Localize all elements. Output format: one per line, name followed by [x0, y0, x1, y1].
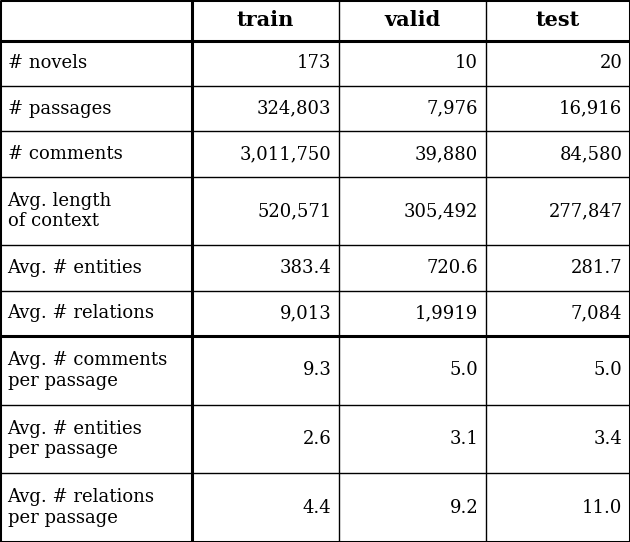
Text: 720.6: 720.6 — [427, 259, 478, 277]
Text: 3.4: 3.4 — [593, 430, 622, 448]
Text: 3.1: 3.1 — [449, 430, 478, 448]
Text: 324,803: 324,803 — [257, 100, 331, 118]
Text: train: train — [237, 10, 294, 30]
Text: 5.0: 5.0 — [449, 362, 478, 379]
Text: 3,011,750: 3,011,750 — [239, 145, 331, 163]
Text: 10: 10 — [455, 54, 478, 72]
Text: 383.4: 383.4 — [280, 259, 331, 277]
Text: 2.6: 2.6 — [302, 430, 331, 448]
Text: 1,9919: 1,9919 — [415, 305, 478, 322]
Text: Avg. # relations: Avg. # relations — [8, 305, 154, 322]
Text: 281.7: 281.7 — [571, 259, 622, 277]
Text: 16,916: 16,916 — [559, 100, 622, 118]
Text: # comments: # comments — [8, 145, 122, 163]
Text: 9,013: 9,013 — [280, 305, 331, 322]
Text: 4.4: 4.4 — [303, 499, 331, 517]
Text: 11.0: 11.0 — [582, 499, 622, 517]
Text: 277,847: 277,847 — [548, 202, 622, 220]
Text: # novels: # novels — [8, 54, 87, 72]
Text: valid: valid — [384, 10, 440, 30]
Text: Avg. # comments
per passage: Avg. # comments per passage — [8, 351, 168, 390]
Text: 84,580: 84,580 — [559, 145, 622, 163]
Text: Avg. # entities
per passage: Avg. # entities per passage — [8, 420, 142, 459]
Text: 520,571: 520,571 — [257, 202, 331, 220]
Text: 305,492: 305,492 — [404, 202, 478, 220]
Text: Avg. length
of context: Avg. length of context — [8, 192, 112, 230]
Text: 7,084: 7,084 — [571, 305, 622, 322]
Text: # passages: # passages — [8, 100, 111, 118]
Text: 7,976: 7,976 — [427, 100, 478, 118]
Text: 9.3: 9.3 — [302, 362, 331, 379]
Text: test: test — [536, 10, 580, 30]
Text: Avg. # entities: Avg. # entities — [8, 259, 142, 277]
Text: 173: 173 — [297, 54, 331, 72]
Text: Avg. # relations
per passage: Avg. # relations per passage — [8, 488, 154, 527]
Text: 20: 20 — [600, 54, 622, 72]
Text: 39,880: 39,880 — [415, 145, 478, 163]
Text: 9.2: 9.2 — [449, 499, 478, 517]
Text: 5.0: 5.0 — [593, 362, 622, 379]
